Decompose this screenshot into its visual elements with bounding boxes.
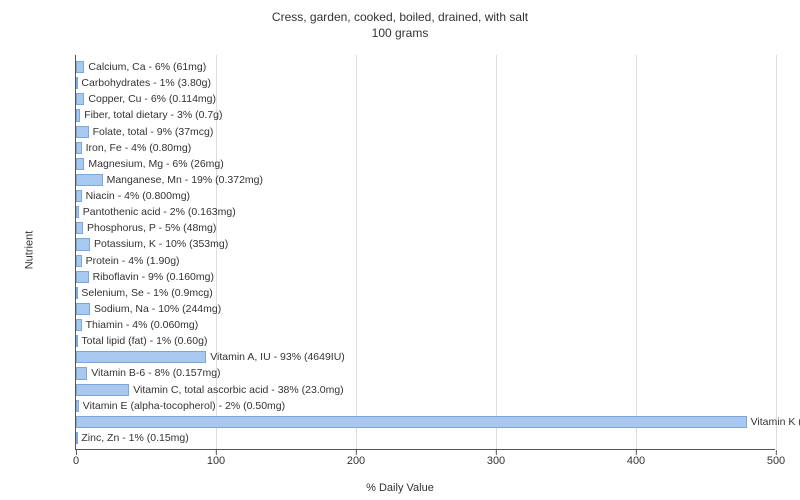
bar-label: Protein - 4% (1.90g) [86, 254, 180, 268]
bars-container: Calcium, Ca - 6% (61mg) Carbohydrates - 1… [76, 59, 775, 445]
bar-label: Potassium, K - 10% (353mg) [94, 237, 228, 251]
bar-label: Niacin - 4% (0.800mg) [86, 189, 190, 203]
bar-row: Vitamin E (alpha-tocopherol) - 2% (0.50m… [76, 398, 775, 414]
bar [76, 384, 129, 396]
bar [76, 416, 747, 428]
gridline [776, 55, 777, 449]
bar-row: Vitamin C, total ascorbic acid - 38% (23… [76, 382, 775, 398]
bar [76, 174, 103, 186]
bar [76, 400, 79, 412]
bar-label: Copper, Cu - 6% (0.114mg) [88, 92, 216, 106]
bar-row: Vitamin K (phylloquinone) - 479% (383.4m… [76, 414, 775, 430]
bar [76, 158, 84, 170]
bar [76, 335, 78, 347]
x-tick-label: 400 [627, 455, 645, 467]
bar [76, 303, 90, 315]
bar-label: Vitamin K (phylloquinone) - 479% (383.4m… [751, 415, 800, 429]
bar-label: Zinc, Zn - 1% (0.15mg) [81, 431, 188, 445]
bar [76, 432, 78, 444]
bar [76, 319, 82, 331]
bar-label: Phosphorus, P - 5% (48mg) [87, 221, 216, 235]
bar-row: Fiber, total dietary - 3% (0.7g) [76, 107, 775, 123]
bar-label: Calcium, Ca - 6% (61mg) [88, 60, 206, 74]
bar-label: Pantothenic acid - 2% (0.163mg) [83, 205, 236, 219]
bar [76, 93, 84, 105]
bar [76, 206, 79, 218]
x-tick-label: 300 [487, 455, 505, 467]
bar-row: Folate, total - 9% (37mcg) [76, 124, 775, 140]
bar [76, 109, 80, 121]
chart-title-line1: Cress, garden, cooked, boiled, drained, … [0, 10, 800, 26]
bar [76, 367, 87, 379]
chart-title: Cress, garden, cooked, boiled, drained, … [0, 10, 800, 41]
bar-label: Folate, total - 9% (37mcg) [93, 125, 214, 139]
y-axis-label: Nutrient [23, 231, 35, 270]
bar-row: Protein - 4% (1.90g) [76, 253, 775, 269]
bar [76, 271, 89, 283]
bar-row: Niacin - 4% (0.800mg) [76, 188, 775, 204]
bar [76, 238, 90, 250]
bar [76, 351, 206, 363]
bar [76, 77, 78, 89]
bar-label: Vitamin B-6 - 8% (0.157mg) [91, 366, 220, 380]
bar-row: Riboflavin - 9% (0.160mg) [76, 269, 775, 285]
bar-row: Carbohydrates - 1% (3.80g) [76, 75, 775, 91]
bar-row: Manganese, Mn - 19% (0.372mg) [76, 172, 775, 188]
bar-label: Riboflavin - 9% (0.160mg) [93, 270, 214, 284]
bar [76, 61, 84, 73]
bar [76, 255, 82, 267]
x-tick-label: 200 [347, 455, 365, 467]
bar-label: Carbohydrates - 1% (3.80g) [81, 76, 211, 90]
bar-label: Manganese, Mn - 19% (0.372mg) [107, 173, 263, 187]
bar [76, 126, 89, 138]
bar-row: Copper, Cu - 6% (0.114mg) [76, 91, 775, 107]
bar-label: Vitamin C, total ascorbic acid - 38% (23… [133, 383, 343, 397]
x-axis-label: % Daily Value [0, 482, 800, 494]
bar-row: Vitamin B-6 - 8% (0.157mg) [76, 365, 775, 381]
bar-label: Selenium, Se - 1% (0.9mcg) [81, 286, 212, 300]
bar [76, 222, 83, 234]
bar-label: Sodium, Na - 10% (244mg) [94, 302, 221, 316]
bar-label: Vitamin A, IU - 93% (4649IU) [210, 350, 345, 364]
bar-label: Iron, Fe - 4% (0.80mg) [86, 141, 192, 155]
bar-row: Magnesium, Mg - 6% (26mg) [76, 156, 775, 172]
chart-title-line2: 100 grams [0, 26, 800, 42]
bar-row: Iron, Fe - 4% (0.80mg) [76, 140, 775, 156]
bar-row: Calcium, Ca - 6% (61mg) [76, 59, 775, 75]
bar-row: Phosphorus, P - 5% (48mg) [76, 220, 775, 236]
x-tick-label: 100 [207, 455, 225, 467]
plot-area: 0100200300400500 Calcium, Ca - 6% (61mg)… [75, 55, 775, 450]
bar-row: Vitamin A, IU - 93% (4649IU) [76, 349, 775, 365]
bar-row: Total lipid (fat) - 1% (0.60g) [76, 333, 775, 349]
bar-label: Fiber, total dietary - 3% (0.7g) [84, 108, 222, 122]
bar-row: Selenium, Se - 1% (0.9mcg) [76, 285, 775, 301]
bar-row: Zinc, Zn - 1% (0.15mg) [76, 430, 775, 446]
bar [76, 287, 78, 299]
bar-row: Thiamin - 4% (0.060mg) [76, 317, 775, 333]
bar-label: Magnesium, Mg - 6% (26mg) [88, 157, 223, 171]
bar [76, 142, 82, 154]
bar-row: Sodium, Na - 10% (244mg) [76, 301, 775, 317]
bar-label: Total lipid (fat) - 1% (0.60g) [81, 334, 207, 348]
bar-row: Potassium, K - 10% (353mg) [76, 236, 775, 252]
bar-row: Pantothenic acid - 2% (0.163mg) [76, 204, 775, 220]
bar-label: Vitamin E (alpha-tocopherol) - 2% (0.50m… [83, 399, 285, 413]
x-tick-label: 500 [767, 455, 785, 467]
bar-label: Thiamin - 4% (0.060mg) [86, 318, 199, 332]
bar [76, 190, 82, 202]
x-tick-label: 0 [73, 455, 79, 467]
